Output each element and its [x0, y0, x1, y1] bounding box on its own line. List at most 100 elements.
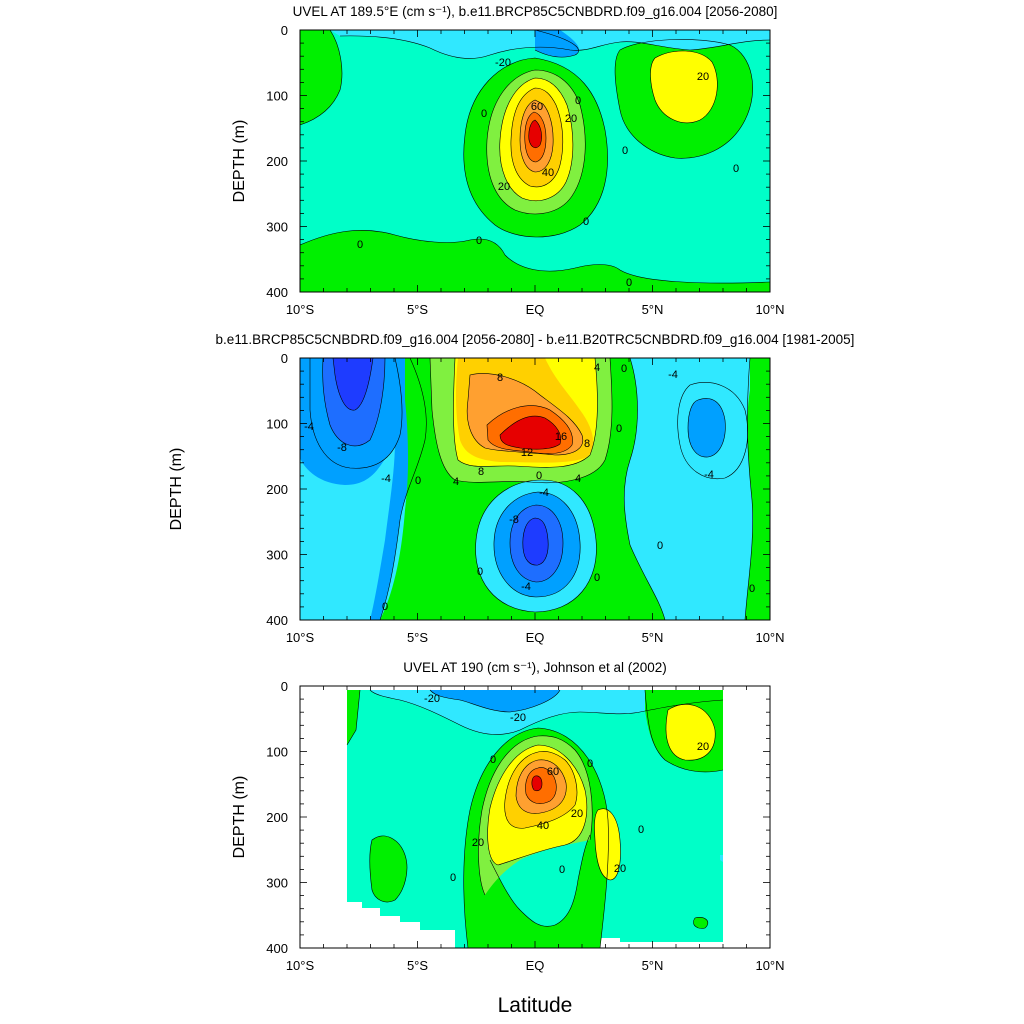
x-tick-label: 5°N	[642, 630, 664, 645]
x-axis-title: Latitude	[498, 994, 573, 1017]
contour-label: 0	[657, 540, 663, 552]
panel-top: UVEL AT 189.5°E (cm s⁻¹), b.e11.BRCP85C5…	[231, 4, 785, 317]
contour-label: -4	[304, 421, 314, 433]
contour-label: 0	[357, 239, 363, 251]
contour-label: -8	[337, 442, 347, 454]
x-tick-label: 5°S	[407, 630, 428, 645]
y-tick-label: 100	[266, 417, 288, 432]
contour-labels-top: -20 0 60 20 40 0 20 0 0 0 0 20 0 0	[357, 57, 739, 289]
contour-label: 12	[521, 447, 533, 459]
y-tick-label: 400	[266, 941, 288, 956]
contour-label: 20	[571, 808, 583, 820]
y-tick-label: 100	[266, 89, 288, 104]
y-tick-label: 200	[266, 810, 288, 825]
contour-label: -4	[668, 369, 678, 381]
contour-label: 0	[477, 566, 483, 578]
x-tick-label: 10°S	[286, 302, 315, 317]
contour-label: -4	[381, 473, 391, 485]
contour-label: 8	[497, 372, 503, 384]
contour-label: 16	[555, 431, 567, 443]
contour-lines	[346, 689, 724, 948]
x-tick-label: 10°S	[286, 958, 315, 973]
contour-label: 0	[476, 235, 482, 247]
contour-label: 20	[565, 113, 577, 125]
contour-label: -20	[424, 693, 440, 705]
contour-label: 0	[626, 277, 632, 289]
contour-label: 0	[450, 872, 456, 884]
contour-band	[693, 917, 708, 929]
contour-fill-middle	[300, 358, 770, 620]
contour-band	[333, 358, 373, 411]
x-tick-label: 10°N	[755, 958, 784, 973]
y-axis-label: DEPTH (m)	[168, 448, 185, 531]
contour-band	[300, 230, 770, 292]
contour-band	[528, 120, 542, 148]
contour-label: 0	[536, 470, 542, 482]
contour-label: 0	[594, 572, 600, 584]
contour-label: 20	[697, 741, 709, 753]
contour-band	[522, 518, 549, 566]
contour-label: 0	[559, 864, 565, 876]
x-tick-label: EQ	[526, 630, 545, 645]
contour-label: 0	[415, 475, 421, 487]
y-tick-label: 0	[281, 351, 288, 366]
contour-band	[720, 855, 723, 862]
y-tick-label: 400	[266, 285, 288, 300]
contour-label: -20	[510, 712, 526, 724]
contour-lines	[300, 30, 770, 284]
contour-label: 8	[584, 438, 590, 450]
contour-label: 20	[697, 71, 709, 83]
x-tick-label: 10°N	[755, 630, 784, 645]
contour-label: 0	[575, 95, 581, 107]
panel-title: UVEL AT 189.5°E (cm s⁻¹), b.e11.BRCP85C5…	[293, 4, 778, 19]
contour-label: 0	[587, 758, 593, 770]
contour-band	[370, 690, 723, 735]
contour-label: 20	[472, 837, 484, 849]
contour-band	[369, 835, 407, 902]
contour-band	[665, 704, 716, 761]
y-axis-label: DEPTH (m)	[231, 120, 248, 203]
contour-label: 20	[498, 181, 510, 193]
x-tick-label: 5°N	[642, 958, 664, 973]
contour-label: -20	[495, 57, 511, 69]
contour-label: -4	[539, 487, 549, 499]
contour-band	[650, 50, 718, 123]
contour-band	[594, 808, 621, 880]
contour-band	[430, 690, 560, 712]
x-tick-label: 10°N	[755, 302, 784, 317]
contour-band	[300, 30, 342, 125]
contour-band	[688, 398, 726, 458]
x-tick-label: 5°S	[407, 958, 428, 973]
contour-label: 60	[547, 766, 559, 778]
panel-bottom: UVEL AT 190 (cm s⁻¹), Johnson et al (200…	[231, 660, 785, 973]
contour-label: 0	[382, 601, 388, 613]
x-tick-label: 5°N	[642, 302, 664, 317]
contour-band	[531, 775, 542, 791]
contour-label: -4	[521, 581, 531, 593]
contour-fill-top	[300, 30, 770, 292]
contour-label: 0	[622, 145, 628, 157]
contour-label: 0	[616, 423, 622, 435]
contour-label: 40	[542, 167, 554, 179]
panel-middle: b.e11.BRCP85C5CNBDRD.f09_g16.004 [2056-2…	[168, 332, 854, 645]
contour-band	[347, 690, 360, 745]
panel-title: b.e11.BRCP85C5CNBDRD.f09_g16.004 [2056-2…	[216, 332, 855, 347]
contour-label: 4	[575, 473, 581, 485]
contour-label: 60	[531, 101, 543, 113]
contour-label: 0	[621, 363, 627, 375]
contour-label: 0	[583, 216, 589, 228]
contour-label: 4	[594, 362, 600, 374]
panel-title: UVEL AT 190 (cm s⁻¹), Johnson et al (200…	[403, 660, 667, 675]
contour-label: 0	[749, 583, 755, 595]
y-tick-label: 200	[266, 154, 288, 169]
y-tick-label: 300	[266, 220, 288, 235]
contour-band	[300, 440, 395, 620]
contour-label: 0	[490, 754, 496, 766]
contour-label: 0	[481, 108, 487, 120]
contour-band	[535, 30, 580, 58]
contour-label: 20	[614, 863, 626, 875]
